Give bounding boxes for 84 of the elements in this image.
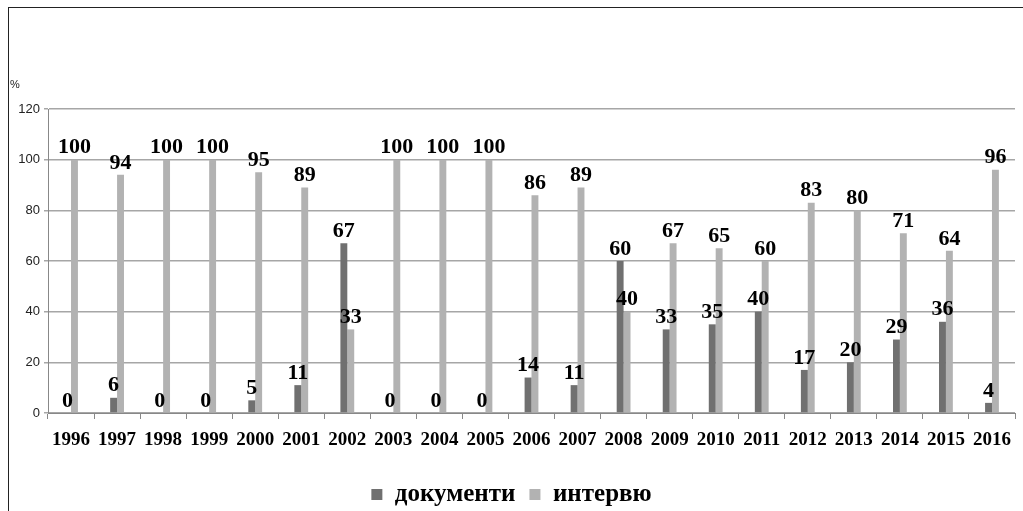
data-label: 29 bbox=[885, 313, 908, 339]
y-tick-label: 100 bbox=[18, 151, 40, 167]
x-tick-label: 1997 bbox=[98, 428, 137, 450]
data-label: 95 bbox=[247, 146, 270, 172]
x-tick-label: 2003 bbox=[374, 428, 413, 450]
data-label: 6 bbox=[108, 371, 120, 397]
bar bbox=[294, 385, 302, 413]
data-label: 33 bbox=[655, 303, 678, 329]
data-label: 0 bbox=[384, 386, 396, 412]
data-label: 67 bbox=[332, 216, 355, 242]
data-label: 14 bbox=[517, 351, 540, 377]
data-label: 71 bbox=[892, 206, 915, 232]
bar bbox=[662, 329, 670, 413]
y-tick-label: 120 bbox=[18, 100, 40, 116]
data-label: 100 bbox=[196, 133, 230, 159]
x-tick-label: 2008 bbox=[604, 428, 643, 450]
x-tick-label: 2010 bbox=[696, 428, 735, 450]
bar bbox=[985, 402, 992, 413]
data-label: 94 bbox=[109, 148, 132, 174]
data-label: 40 bbox=[747, 285, 770, 311]
y-tick-label: 60 bbox=[25, 252, 40, 268]
data-label: 100 bbox=[380, 133, 414, 159]
data-label: 100 bbox=[426, 133, 460, 159]
data-label: 11 bbox=[287, 358, 309, 384]
y-tick-label: 20 bbox=[25, 353, 40, 369]
y-axis-title: % bbox=[10, 78, 20, 91]
bar bbox=[708, 324, 716, 413]
data-label: 20 bbox=[839, 336, 862, 362]
data-label: 11 bbox=[563, 358, 585, 384]
data-label: 0 bbox=[154, 386, 166, 412]
x-tick-label: 2012 bbox=[788, 428, 827, 450]
data-label: 67 bbox=[662, 216, 685, 242]
x-tick-label: 2013 bbox=[834, 428, 873, 450]
x-tick-label: 2016 bbox=[972, 428, 1011, 450]
data-label: 80 bbox=[846, 184, 869, 210]
data-label: 65 bbox=[708, 222, 731, 248]
x-tick-label: 2000 bbox=[236, 428, 275, 450]
bar bbox=[800, 369, 808, 413]
y-tick-label: 80 bbox=[25, 201, 40, 217]
data-label: 0 bbox=[62, 386, 74, 412]
x-tick-label: 2004 bbox=[420, 428, 459, 450]
legend-label: интервю bbox=[552, 478, 652, 506]
bar bbox=[892, 339, 900, 413]
bar bbox=[846, 362, 854, 413]
data-label: 35 bbox=[701, 298, 724, 324]
data-label: 17 bbox=[793, 343, 816, 369]
data-label: 89 bbox=[570, 161, 592, 187]
data-label: 86 bbox=[523, 168, 546, 194]
data-label: 5 bbox=[246, 374, 258, 400]
bar bbox=[524, 377, 532, 413]
x-tick-label: 2001 bbox=[282, 428, 321, 450]
x-tick-label: 2005 bbox=[466, 428, 505, 450]
bar bbox=[248, 400, 256, 413]
y-tick-label: 0 bbox=[32, 404, 40, 420]
x-tick-label: 2007 bbox=[558, 428, 598, 450]
data-label: 4 bbox=[983, 376, 995, 402]
data-label: 60 bbox=[609, 234, 632, 260]
data-label: 100 bbox=[150, 133, 184, 159]
x-tick-label: 1999 bbox=[190, 428, 229, 450]
data-label: 64 bbox=[938, 224, 961, 250]
x-tick-label: 2011 bbox=[743, 428, 781, 450]
x-tick-label: 2002 bbox=[328, 428, 367, 450]
x-tick-label: 2015 bbox=[926, 428, 965, 450]
data-label: 83 bbox=[800, 176, 823, 202]
x-tick-label: 1996 bbox=[52, 428, 91, 450]
data-label: 60 bbox=[754, 234, 777, 260]
bar bbox=[939, 321, 946, 413]
legend-label: документи bbox=[394, 478, 516, 506]
y-tick-label: 40 bbox=[25, 303, 40, 319]
x-tick-label: 2014 bbox=[880, 428, 920, 450]
bar bbox=[754, 311, 762, 413]
data-label: 36 bbox=[931, 295, 954, 321]
x-tick-label: 1998 bbox=[144, 428, 183, 450]
data-label: 0 bbox=[430, 386, 442, 412]
data-label: 89 bbox=[293, 161, 316, 187]
data-label: 96 bbox=[984, 143, 1007, 169]
data-label: 100 bbox=[57, 133, 91, 159]
bar bbox=[110, 397, 118, 413]
data-label: 0 bbox=[200, 386, 212, 412]
data-label: 100 bbox=[472, 133, 506, 159]
bar bbox=[570, 385, 578, 413]
x-tick-label: 2009 bbox=[650, 428, 689, 450]
data-label: 0 bbox=[476, 386, 488, 412]
x-tick-label: 2006 bbox=[512, 428, 551, 450]
